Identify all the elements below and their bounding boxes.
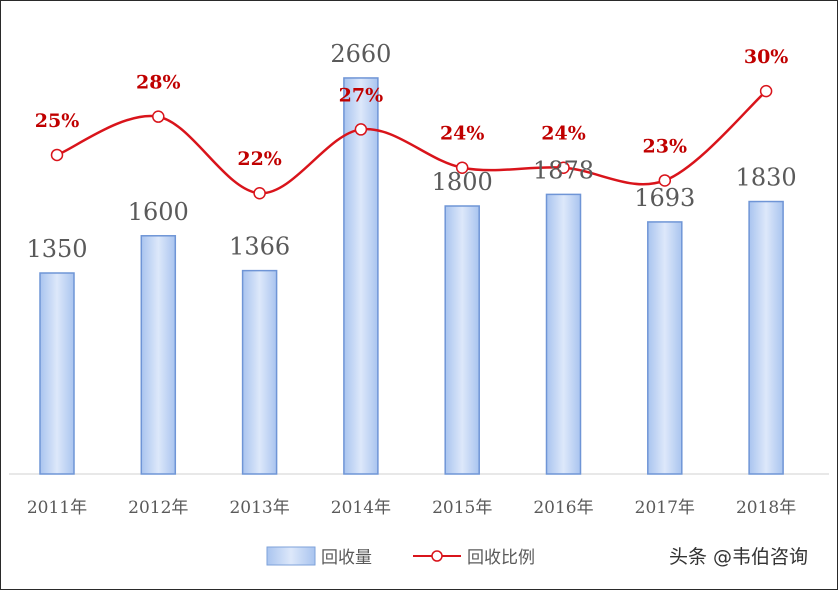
- bar-value-label: 1366: [229, 233, 290, 261]
- bar-2011年: [39, 272, 75, 475]
- bar-2018年: [748, 200, 784, 475]
- ratio-point-2011年: [50, 148, 64, 162]
- bar-2016年: [545, 193, 582, 475]
- bar-value-label: 1800: [432, 168, 493, 196]
- bar-value-label: 1830: [736, 164, 797, 192]
- bar-2013年: [241, 269, 278, 475]
- bar-value-label: 2660: [330, 40, 391, 68]
- ratio-value-label: 30%: [744, 46, 789, 68]
- watermark: 头条 @韦伯咨询: [669, 546, 808, 568]
- x-tick-label: 2017年: [635, 498, 695, 518]
- legend: 回收量 回收比例: [266, 546, 535, 568]
- x-tick-label: 2016年: [533, 498, 593, 518]
- ratio-point-2018年: [759, 84, 773, 98]
- bar-2012年: [140, 235, 177, 475]
- bar-2014年: [343, 77, 379, 475]
- x-ticks: 2011年 2012年 2013年 2014年 2015年 2016年 2017年 2018年: [27, 498, 796, 518]
- legend-line-marker: [431, 550, 443, 562]
- x-tick-label: 2013年: [229, 498, 289, 518]
- ratio-point-2017年: [658, 174, 672, 187]
- x-tick-label: 2014年: [331, 498, 391, 518]
- ratio-line: [56, 90, 767, 195]
- x-tick-label: 2011年: [27, 498, 87, 518]
- bar-value-label: 1693: [634, 184, 695, 212]
- ratio-point-2016年: [557, 161, 570, 174]
- legend-bar-label: 回收量: [321, 548, 372, 568]
- ratio-point-2013年: [253, 186, 266, 200]
- x-tick-label: 2018年: [736, 498, 796, 518]
- bar-value-label: 1878: [533, 156, 594, 184]
- ratio-value-label: 28%: [136, 72, 181, 94]
- ratio-point-2015年: [455, 161, 469, 174]
- bar-value-label: 1600: [128, 198, 189, 226]
- x-tick-label: 2015年: [432, 498, 492, 518]
- legend-line-label: 回收比例: [467, 548, 535, 568]
- ratio-value-label: 24%: [440, 123, 485, 145]
- line-layer: [50, 84, 773, 200]
- bar-value-label: 1350: [26, 235, 87, 263]
- legend-bar-swatch: [266, 546, 316, 566]
- ratio-value-label: 27%: [339, 84, 384, 106]
- x-tick-label: 2012年: [128, 498, 188, 518]
- labels-layer: 1350 1600 1366 2660 1800 1878 1693 1830 25% 28% 22…: [26, 40, 796, 263]
- ratio-value-label: 23%: [643, 135, 688, 157]
- ratio-value-label: 24%: [541, 123, 586, 145]
- ratio-value-label: 25%: [35, 110, 80, 132]
- bars-layer: [39, 77, 784, 475]
- ratio-point-2012年: [152, 110, 165, 123]
- ratio-value-label: 22%: [237, 148, 282, 170]
- bar-2017年: [647, 221, 683, 475]
- bar-2015年: [444, 205, 480, 475]
- ratio-point-2014年: [354, 123, 368, 136]
